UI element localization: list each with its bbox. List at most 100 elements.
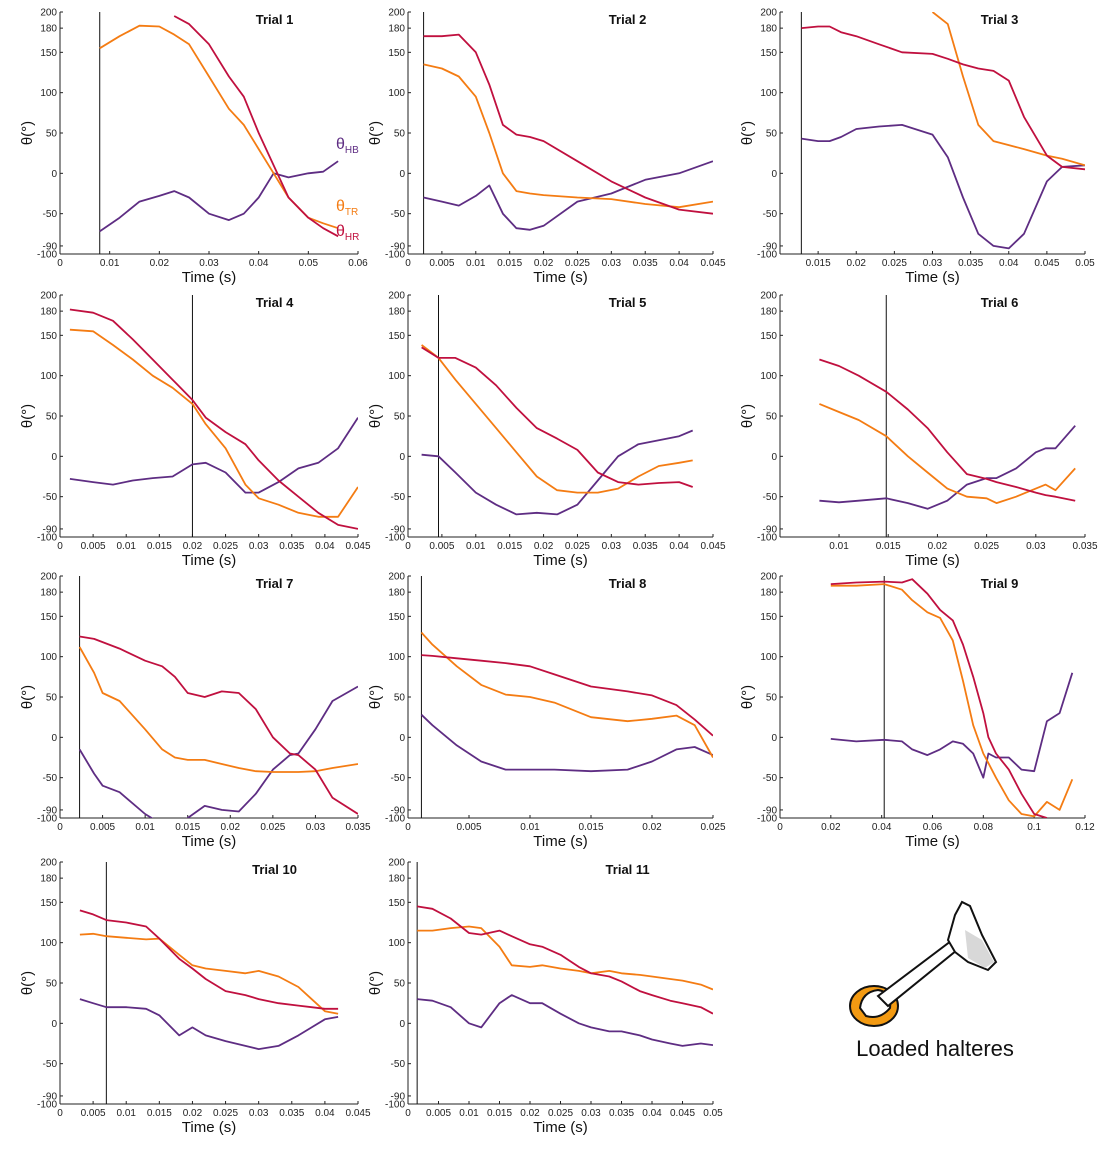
x-tick-label: 0.04: [872, 822, 892, 833]
x-tick-label: 0.005: [81, 1108, 106, 1119]
y-tick-label: 200: [760, 291, 777, 302]
x-tick-label: 0.05: [703, 1108, 723, 1119]
y-tick-label: 150: [40, 331, 57, 342]
x-tick-label: 0.01: [116, 1108, 136, 1119]
y-tick-label: 0: [399, 169, 405, 180]
y-tick-label: 0: [399, 452, 405, 463]
y-axis-label: θ(°): [367, 685, 384, 709]
y-tick-label: 150: [760, 331, 777, 342]
x-tick-label: 0.025: [700, 822, 725, 833]
series-line: [80, 687, 358, 828]
y-axis-label: θ(°): [739, 685, 756, 709]
y-tick-label: 50: [394, 412, 406, 423]
y-tick-label: 180: [40, 874, 57, 885]
x-tick-label: 0.04: [669, 541, 689, 552]
x-tick-label: 0.035: [279, 541, 304, 552]
y-tick-label: 180: [760, 24, 777, 35]
x-axis-label: Time (s): [182, 1119, 236, 1136]
y-tick-label: 100: [388, 938, 405, 949]
y-tick-label: -100: [757, 814, 777, 825]
x-tick-label: 0.01: [116, 541, 136, 552]
y-tick-label: 100: [40, 938, 57, 949]
y-tick-label: 0: [771, 452, 777, 463]
y-tick-label: 100: [388, 652, 405, 663]
x-axis-label: Time (s): [182, 269, 236, 286]
panel: 200180150100500-50-90-1000.010.0150.020.…: [739, 291, 1098, 570]
y-tick-label: 50: [394, 979, 406, 990]
x-tick-label: 0.045: [1034, 258, 1059, 269]
x-tick-label: 0.08: [974, 822, 994, 833]
y-tick-label: -100: [757, 250, 777, 261]
y-tick-label: 0: [51, 733, 57, 744]
haltere-stalk: [878, 938, 962, 1006]
x-tick-label: 0.01: [459, 1108, 479, 1119]
x-tick-label: 0: [405, 541, 411, 552]
x-tick-label: 0: [57, 822, 63, 833]
y-tick-label: -50: [43, 209, 58, 220]
figure: Loaded halteres 200180150100500-50-90-10…: [0, 0, 1104, 1146]
x-tick-label: 0.025: [974, 541, 999, 552]
y-tick-label: 100: [388, 88, 405, 99]
x-tick-label: 0.06: [348, 258, 368, 269]
x-tick-label: 0.025: [213, 1108, 238, 1119]
y-tick-label: 180: [40, 307, 57, 318]
series-line: [70, 418, 358, 493]
x-tick-label: 0.045: [700, 258, 725, 269]
y-tick-label: -100: [385, 814, 405, 825]
x-tick-label: 0.025: [260, 822, 285, 833]
panel: 200180150100500-50-90-10000.0050.010.015…: [367, 291, 726, 570]
x-tick-label: 0.03: [249, 1108, 269, 1119]
y-tick-label: 200: [388, 291, 405, 302]
y-tick-label: 180: [40, 24, 57, 35]
panel: 200180150100500-50-90-10000.020.040.060.…: [739, 572, 1095, 851]
series-line: [417, 995, 713, 1046]
x-axis-label: Time (s): [533, 552, 587, 569]
x-tick-label: 0.035: [609, 1108, 634, 1119]
y-tick-label: 50: [394, 693, 406, 704]
x-tick-label: 0.02: [642, 822, 662, 833]
x-axis-label: Time (s): [905, 833, 959, 850]
series-line: [831, 673, 1073, 778]
chart-title: Trial 11: [606, 862, 650, 877]
x-axis-label: Time (s): [533, 833, 587, 850]
x-axis-label: Time (s): [905, 269, 959, 286]
y-tick-label: -100: [757, 533, 777, 544]
x-tick-label: 0.045: [700, 541, 725, 552]
y-tick-label: 180: [388, 307, 405, 318]
panel: 200180150100500-50-90-10000.0050.010.015…: [367, 858, 723, 1137]
series-line: [100, 161, 338, 231]
y-tick-label: 0: [399, 1019, 405, 1030]
haltere-illustration: [850, 902, 996, 1026]
x-tick-label: 0.03: [923, 258, 943, 269]
y-tick-label: 50: [394, 129, 406, 140]
series-line: [80, 934, 338, 1014]
y-tick-label: -50: [391, 1059, 406, 1070]
y-tick-label: 200: [40, 291, 57, 302]
y-tick-label: -100: [37, 814, 57, 825]
y-tick-label: 150: [388, 331, 405, 342]
x-tick-label: 0.03: [1026, 541, 1046, 552]
y-axis-label: θ(°): [739, 404, 756, 428]
legend-label: θTR: [336, 198, 358, 218]
y-tick-label: 150: [388, 898, 405, 909]
x-tick-label: 0.025: [548, 1108, 573, 1119]
series-line: [424, 35, 713, 214]
x-axis-label: Time (s): [905, 552, 959, 569]
x-tick-label: 0.03: [602, 541, 622, 552]
y-tick-label: 100: [760, 371, 777, 382]
y-tick-label: 180: [388, 874, 405, 885]
legend-symbol: θ: [336, 198, 345, 215]
y-tick-label: -50: [763, 492, 778, 503]
y-tick-label: 100: [760, 652, 777, 663]
y-tick-label: 200: [40, 572, 57, 583]
x-tick-label: 0.045: [345, 541, 370, 552]
y-tick-label: -50: [763, 209, 778, 220]
chart-title: Trial 1: [256, 12, 294, 27]
legend-label: θHR: [336, 223, 359, 243]
series-line: [80, 647, 358, 772]
y-tick-label: 0: [771, 169, 777, 180]
x-tick-label: 0.005: [426, 1108, 451, 1119]
x-tick-label: 0.005: [429, 541, 454, 552]
x-tick-label: 0.04: [315, 1108, 335, 1119]
x-tick-label: 0.01: [100, 258, 120, 269]
